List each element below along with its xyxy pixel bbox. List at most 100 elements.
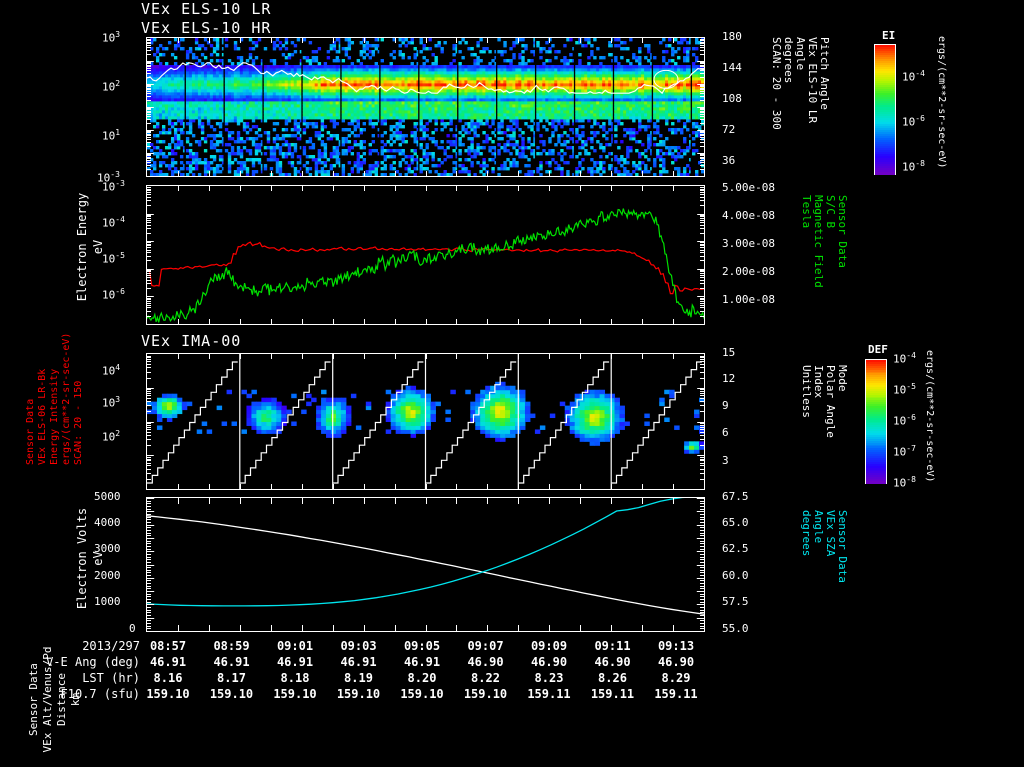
table-cell: 46.91 xyxy=(261,656,329,668)
colorbar-def-tick-4: 10-7 xyxy=(893,445,916,458)
colorbar-def-label: DEF xyxy=(868,344,888,355)
table-cell: 46.91 xyxy=(198,656,266,668)
colorbar-def[interactable] xyxy=(865,359,887,484)
table-cell: 159.11 xyxy=(579,688,647,700)
panel2-plot-area xyxy=(147,186,704,324)
table-cell: 09:01 xyxy=(261,640,329,652)
panel1-ytick-10: 101 xyxy=(102,129,120,142)
panel2-ytick-1: 10-3 xyxy=(102,180,125,193)
table-cell: 159.10 xyxy=(134,688,202,700)
table-cell: 8.19 xyxy=(325,672,393,684)
colorbar-ei-tick-3: 10-8 xyxy=(902,160,925,173)
panel1-ytick-100: 102 xyxy=(102,80,120,93)
energy-intensity-magnetic-field-panel[interactable] xyxy=(146,185,705,325)
panel4-y2tick-625: 62.5 xyxy=(722,543,749,554)
table-cell: 8.26 xyxy=(579,672,647,684)
table-cell: 8.29 xyxy=(642,672,710,684)
table-cell: 159.10 xyxy=(325,688,393,700)
panel1-y2tick-108: 108 xyxy=(722,93,742,104)
panel4-y2tick-550: 55.0 xyxy=(722,623,749,634)
panel1-y2tick-36: 36 xyxy=(722,155,735,166)
panel4-ytick-2000: 2000 xyxy=(94,570,121,581)
table-cell: 09:09 xyxy=(515,640,583,652)
table-cell: 09:05 xyxy=(388,640,456,652)
panel1-y2tick-144: 144 xyxy=(722,62,742,73)
panel1-y2tick-180: 180 xyxy=(722,31,742,42)
panel3-y2tick-6: 6 xyxy=(722,427,729,438)
electron-energy-spectrogram-panel[interactable] xyxy=(146,37,705,177)
bottom-data-table: 2013/297 V-E Ang (deg) LST (hr) F10.7 (sfu)… xyxy=(0,640,1024,708)
panel3-y2tick-3: 3 xyxy=(722,455,729,466)
colorbar-ei[interactable] xyxy=(874,44,896,175)
colorbar-def-tick-3: 10-6 xyxy=(893,414,916,427)
table-cell: 8.18 xyxy=(261,672,329,684)
table-row-label: V-E Ang (deg) xyxy=(0,656,140,668)
table-cell: 09:07 xyxy=(452,640,520,652)
table-row-label: LST (hr) xyxy=(0,672,140,684)
panel1-ytick-1000: 103 xyxy=(102,31,120,44)
panel2-ytick-4: 10-6 xyxy=(102,288,125,301)
panel2-y2tick-4: 2.00e-08 xyxy=(722,266,775,277)
panel4-y2tick-675: 67.5 xyxy=(722,491,749,502)
table-cell: 46.90 xyxy=(642,656,710,668)
table-cell: 159.10 xyxy=(452,688,520,700)
table-cell: 159.11 xyxy=(642,688,710,700)
panel4-ytick-1000: 1000 xyxy=(94,596,121,607)
colorbar-ei-label: EI xyxy=(882,30,895,41)
panel1-title-hr: VEx ELS-10 HR xyxy=(141,21,271,36)
table-cell: 159.10 xyxy=(388,688,456,700)
panel1-plot-area xyxy=(147,38,704,176)
table-cell: 09:03 xyxy=(325,640,393,652)
panel4-y2tick-650: 65.0 xyxy=(722,517,749,528)
panel1-left-axis-label: Electron Energy eV xyxy=(62,37,102,177)
ima-ion-spectrogram-panel[interactable] xyxy=(146,353,705,490)
panel3-ytick-3: 102 xyxy=(102,430,120,443)
panel1-y2tick-72: 72 xyxy=(722,124,735,135)
table-cell: 8.20 xyxy=(388,672,456,684)
colorbar-def-tick-1: 10-4 xyxy=(893,352,916,365)
colorbar-ei-tick-1: 10-4 xyxy=(902,70,925,83)
panel4-ytick-4000: 4000 xyxy=(94,517,121,528)
panel2-ytick-3: 10-5 xyxy=(102,252,125,265)
table-cell: 46.91 xyxy=(388,656,456,668)
panel2-ytick-2: 10-4 xyxy=(102,216,125,229)
table-cell: 08:59 xyxy=(198,640,266,652)
colorbar-ei-tick-2: 10-6 xyxy=(902,115,925,128)
panel4-ytick-3000: 3000 xyxy=(94,543,121,554)
panel4-y2tick-575: 57.5 xyxy=(722,596,749,607)
table-cell: 46.90 xyxy=(452,656,520,668)
panel2-y2tick-5: 1.00e-08 xyxy=(722,294,775,305)
table-row-label: F10.7 (sfu) xyxy=(0,688,140,700)
table-cell: 46.90 xyxy=(579,656,647,668)
panel2-y2tick-2: 4.00e-08 xyxy=(722,210,775,221)
table-row-label: 2013/297 xyxy=(0,640,140,652)
panel3-ytick-1: 104 xyxy=(102,364,120,377)
figure-root: VEx ELS-10 LR VEx ELS-10 HR Electron Ene… xyxy=(0,0,1024,708)
altitude-sza-panel[interactable] xyxy=(146,497,705,632)
panel4-plot-area xyxy=(147,498,704,631)
panel3-y2tick-15: 15 xyxy=(722,347,735,358)
table-cell: 08:57 xyxy=(134,640,202,652)
panel3-y2tick-9: 9 xyxy=(722,400,729,411)
colorbar-def-tick-2: 10-5 xyxy=(893,383,916,396)
panel4-ytick-5000: 5000 xyxy=(94,491,121,502)
panel3-plot-area xyxy=(147,354,704,489)
panel3-ytick-2: 103 xyxy=(102,396,120,409)
panel3-y2tick-12: 12 xyxy=(722,373,735,384)
panel3-title: VEx IMA-00 xyxy=(141,334,241,349)
table-cell: 8.17 xyxy=(198,672,266,684)
table-cell: 8.22 xyxy=(452,672,520,684)
panel1-title-lr: VEx ELS-10 LR xyxy=(141,2,271,17)
table-cell: 46.91 xyxy=(325,656,393,668)
panel4-ytick-0: 0 xyxy=(129,623,136,634)
panel2-y2tick-3: 3.00e-08 xyxy=(722,238,775,249)
table-cell: 09:11 xyxy=(579,640,647,652)
table-cell: 46.90 xyxy=(515,656,583,668)
table-cell: 159.11 xyxy=(515,688,583,700)
table-cell: 09:13 xyxy=(642,640,710,652)
table-cell: 8.16 xyxy=(134,672,202,684)
panel4-y2tick-600: 60.0 xyxy=(722,570,749,581)
panel2-y2tick-1: 5.00e-08 xyxy=(722,182,775,193)
table-cell: 159.10 xyxy=(261,688,329,700)
table-cell: 8.23 xyxy=(515,672,583,684)
